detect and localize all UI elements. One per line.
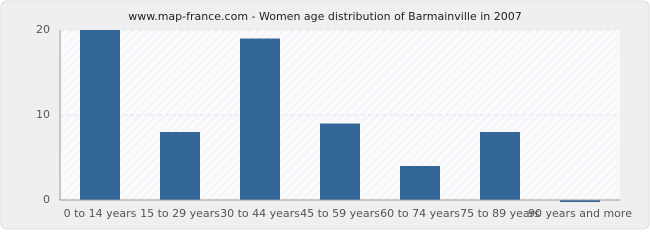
y-tick-label: 0 — [43, 193, 50, 206]
bar — [240, 38, 280, 200]
chart: www.map-france.com - Women age distribut… — [0, 0, 650, 230]
x-tick-label: 45 to 59 years — [300, 207, 380, 220]
y-tick-label: 20 — [36, 23, 50, 36]
bar — [320, 123, 360, 200]
x-tick-label: 15 to 29 years — [140, 207, 220, 220]
x-tick-label: 30 to 44 years — [220, 207, 300, 220]
bar — [80, 30, 120, 200]
x-tick-label: 60 to 74 years — [380, 207, 460, 220]
bar — [560, 200, 600, 202]
x-tick-label: 75 to 89 years — [460, 207, 540, 220]
x-tick-label: 0 to 14 years — [64, 207, 137, 220]
bar — [400, 166, 440, 200]
page: www.map-france.com - Women age distribut… — [0, 0, 650, 230]
bar — [160, 132, 200, 200]
chart-title: www.map-france.com - Women age distribut… — [128, 10, 522, 23]
y-tick-label: 10 — [36, 108, 50, 121]
bar — [480, 132, 520, 200]
x-tick-label: 90 years and more — [528, 207, 632, 220]
